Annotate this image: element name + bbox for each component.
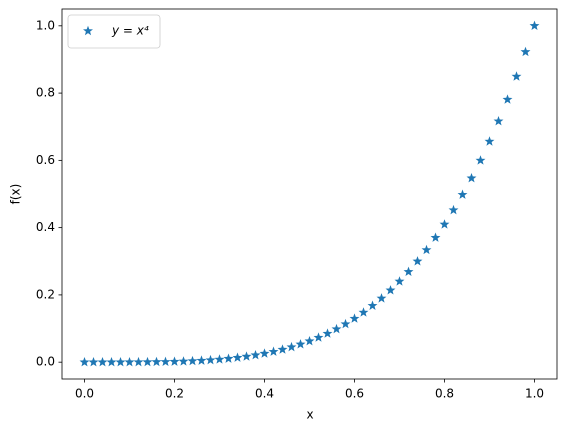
- point: [79, 356, 90, 367]
- point: [304, 335, 315, 346]
- point: [142, 356, 153, 367]
- point: [259, 348, 270, 358]
- point: [124, 356, 135, 367]
- point: [250, 349, 261, 360]
- point: [205, 354, 216, 365]
- point: [160, 356, 171, 367]
- point: [286, 341, 297, 352]
- x-axis-label: x: [306, 408, 313, 422]
- point: [223, 353, 234, 363]
- point: [385, 285, 396, 295]
- point: [484, 136, 495, 146]
- point: [268, 346, 279, 356]
- x-tick-label: 0.2: [165, 387, 184, 401]
- y-tick-label: 0.8: [36, 86, 55, 100]
- point: [358, 307, 369, 317]
- point: [187, 355, 198, 366]
- point: [520, 46, 531, 57]
- point: [214, 354, 225, 364]
- point: [151, 356, 162, 367]
- legend-label: y = x⁴: [111, 24, 149, 38]
- point: [133, 356, 144, 367]
- point: [448, 204, 459, 215]
- point: [439, 219, 450, 229]
- point: [295, 339, 306, 349]
- y-axis-label: f(x): [9, 184, 23, 205]
- point: [376, 293, 387, 303]
- point: [421, 244, 432, 255]
- point: [277, 344, 288, 354]
- point: [349, 313, 360, 323]
- point: [322, 328, 333, 338]
- point: [529, 20, 540, 31]
- point: [169, 356, 180, 366]
- point: [475, 155, 486, 165]
- y-tick-label: 0.6: [36, 153, 55, 167]
- point: [232, 352, 243, 362]
- point: [394, 276, 405, 286]
- legend-box: [67, 14, 161, 49]
- point: [106, 356, 117, 367]
- point: [115, 356, 126, 367]
- y-tick-label: 1.0: [36, 18, 55, 32]
- x-tick-label: 0.8: [435, 387, 454, 401]
- y-tick-label: 0.0: [36, 355, 55, 369]
- point: [178, 356, 189, 366]
- point: [313, 332, 324, 342]
- point: [88, 356, 99, 367]
- y-tick-label: 0.4: [36, 220, 55, 234]
- legend: y = x⁴: [67, 14, 161, 49]
- point: [412, 256, 423, 266]
- point: [367, 300, 378, 310]
- point: [457, 189, 468, 199]
- legend-marker: [83, 25, 93, 36]
- axes-frame: [61, 8, 558, 380]
- y-tick-label: 0.2: [36, 287, 55, 301]
- point: [493, 116, 504, 126]
- x-tick-label: 0.4: [255, 387, 274, 401]
- x-tick-label: 0.0: [75, 387, 94, 401]
- point: [97, 356, 108, 367]
- point: [196, 355, 207, 365]
- point: [511, 71, 522, 81]
- point: [466, 172, 477, 183]
- point: [430, 232, 441, 242]
- point: [502, 94, 513, 104]
- x-tick-label: 1.0: [525, 387, 544, 401]
- point: [340, 318, 351, 329]
- point: [241, 351, 252, 361]
- x-tick-label: 0.6: [345, 387, 364, 401]
- point: [403, 266, 414, 277]
- point: [331, 323, 342, 334]
